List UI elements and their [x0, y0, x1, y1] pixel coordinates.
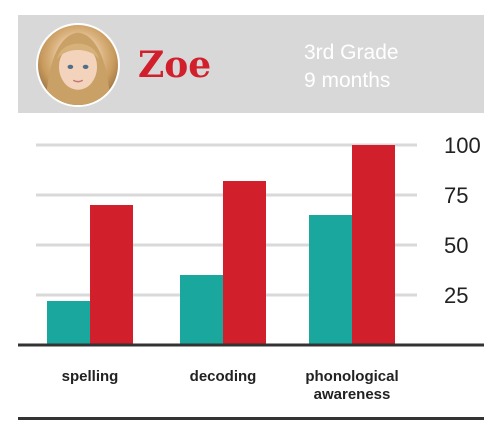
y-tick-label: 100 — [444, 133, 481, 158]
bar — [352, 145, 395, 345]
y-tick-label: 75 — [444, 183, 468, 208]
student-header: Zoe 3rd Grade 9 months — [18, 15, 484, 113]
x-tick-label: phonological awareness — [305, 368, 398, 403]
bar — [47, 301, 90, 345]
bar — [90, 205, 133, 345]
bar — [180, 275, 223, 345]
y-tick-label: 25 — [444, 283, 468, 308]
duration-label: 9 months — [304, 69, 391, 92]
grade-label: 3rd Grade — [304, 41, 399, 64]
student-avatar — [36, 23, 120, 107]
bar — [223, 181, 266, 345]
y-tick-label: 50 — [444, 233, 468, 258]
footer-divider — [18, 417, 484, 420]
x-tick-label: decoding — [190, 368, 257, 385]
x-tick-label: spelling — [62, 368, 119, 385]
student-name: Zoe — [138, 44, 212, 86]
student-meta: 3rd Grade 9 months — [304, 39, 434, 95]
avatar-portrait — [45, 32, 111, 105]
bar — [309, 215, 352, 345]
